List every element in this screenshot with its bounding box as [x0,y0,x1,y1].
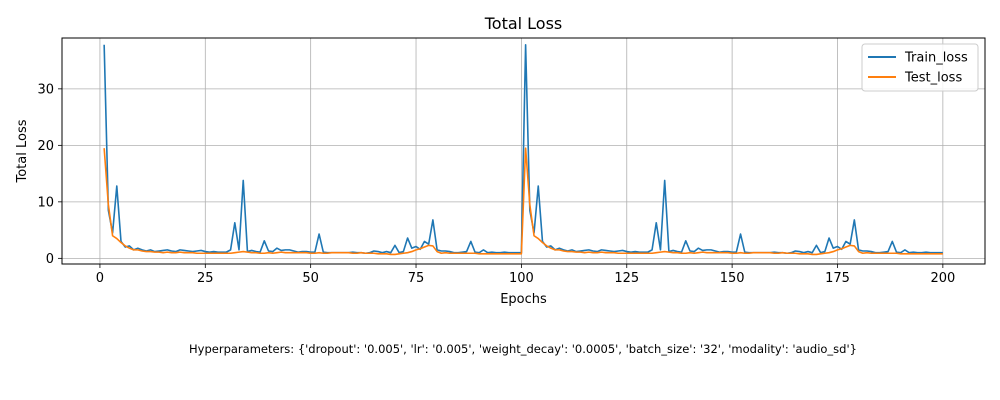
x-tick-label: 125 [614,271,639,286]
y-tick-label: 10 [37,195,54,210]
x-axis-label: Epochs [500,292,547,307]
hyperparameters-caption: Hyperparameters: {'dropout': '0.005', 'l… [189,342,857,356]
legend-box [861,43,979,92]
plot-frame [61,37,986,265]
x-tick-label: 75 [408,271,425,286]
legend-label-test: Test_loss [904,71,962,86]
series-line-test-loss [103,147,943,256]
x-tick-label: 200 [930,271,955,286]
legend-label-train: Train_loss [904,51,968,66]
y-axis-ticks: 0 10 20 30 [37,82,62,267]
grid-lines [62,38,985,264]
x-tick-label: 0 [96,271,104,286]
x-tick-label: 100 [509,271,534,286]
y-axis-label: Total Loss [15,119,30,183]
legend: Train_loss Test_loss [861,43,979,92]
chart-title: Total Loss [484,14,563,33]
x-tick-label: 50 [302,271,319,286]
x-axis-ticks: 0 25 50 75 100 125 150 175 200 [96,264,955,286]
series-layer [103,43,943,256]
x-tick-label: 175 [825,271,850,286]
x-tick-label: 150 [720,271,745,286]
y-tick-label: 20 [37,139,54,154]
loss-chart: 0 25 50 75 100 125 150 175 200 0 10 20 30 Total Los… [15,14,986,307]
y-tick-label: 30 [37,82,54,97]
x-tick-label: 25 [197,271,214,286]
series-line-train-loss [103,43,943,255]
y-tick-label: 0 [46,252,54,267]
